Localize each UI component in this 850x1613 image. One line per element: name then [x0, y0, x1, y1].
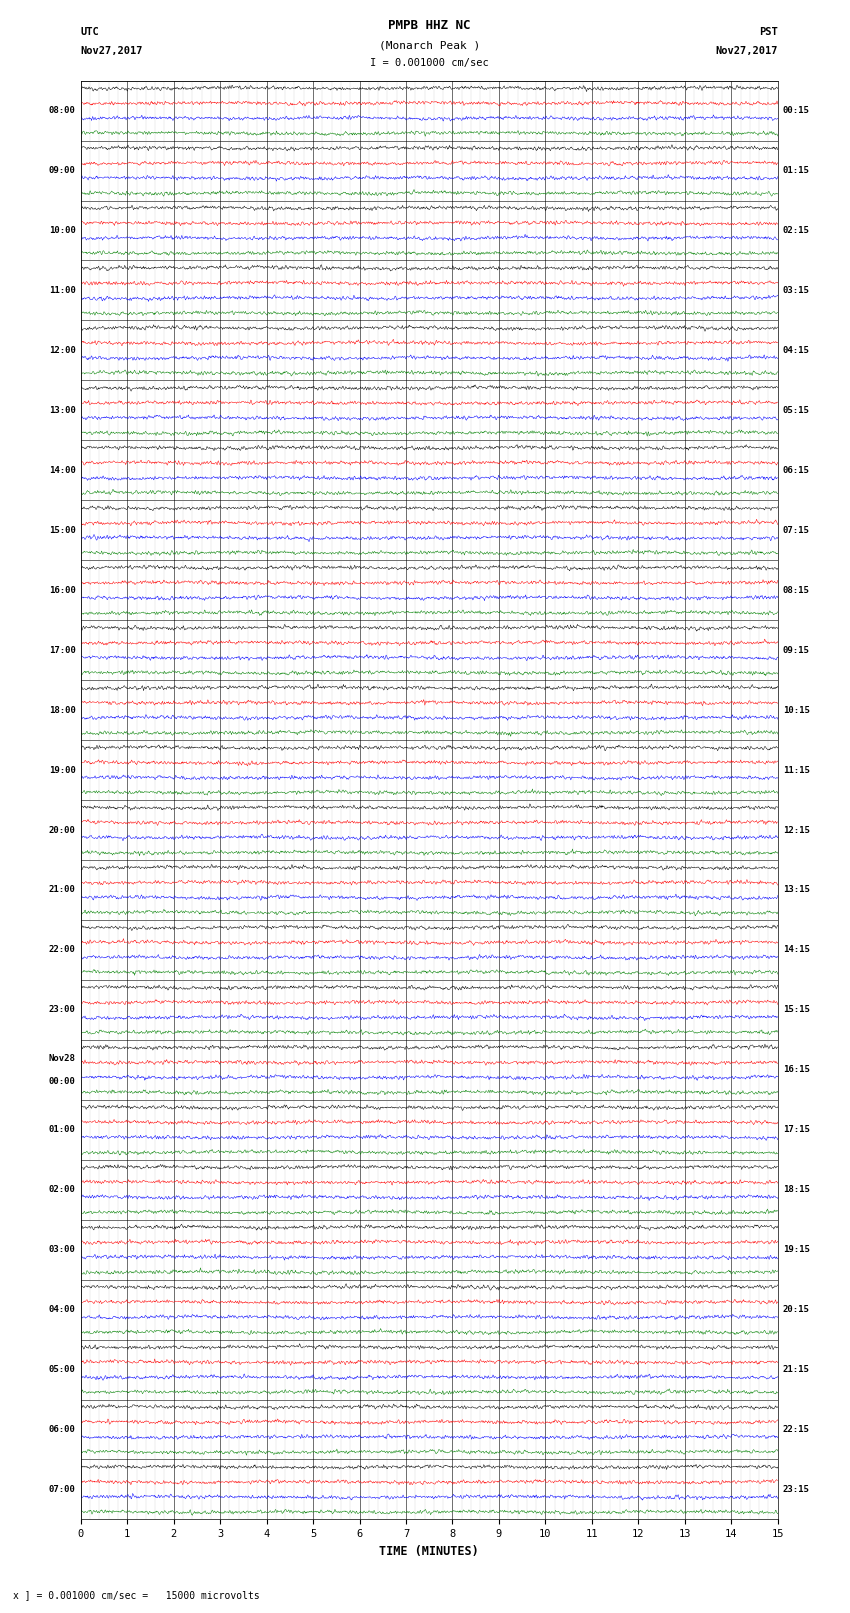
- Text: 23:15: 23:15: [783, 1486, 810, 1494]
- Text: 21:00: 21:00: [48, 886, 76, 895]
- Text: 20:15: 20:15: [783, 1305, 810, 1315]
- Text: 14:00: 14:00: [48, 466, 76, 474]
- Text: 11:15: 11:15: [783, 766, 810, 774]
- Text: Nov27,2017: Nov27,2017: [715, 47, 778, 56]
- Text: 04:00: 04:00: [48, 1305, 76, 1315]
- Text: UTC: UTC: [81, 27, 99, 37]
- Text: 15:00: 15:00: [48, 526, 76, 536]
- Text: 16:00: 16:00: [48, 586, 76, 595]
- Text: 19:15: 19:15: [783, 1245, 810, 1255]
- Text: 10:15: 10:15: [783, 705, 810, 715]
- Text: 04:15: 04:15: [783, 345, 810, 355]
- Text: 12:15: 12:15: [783, 826, 810, 834]
- Text: 13:00: 13:00: [48, 406, 76, 415]
- Text: 14:15: 14:15: [783, 945, 810, 955]
- Text: 23:00: 23:00: [48, 1005, 76, 1015]
- Text: 05:15: 05:15: [783, 406, 810, 415]
- Text: 06:00: 06:00: [48, 1424, 76, 1434]
- Text: 19:00: 19:00: [48, 766, 76, 774]
- Text: 13:15: 13:15: [783, 886, 810, 895]
- Text: 22:00: 22:00: [48, 945, 76, 955]
- Text: 01:15: 01:15: [783, 166, 810, 176]
- Text: 06:15: 06:15: [783, 466, 810, 474]
- Text: x ] = 0.001000 cm/sec =   15000 microvolts: x ] = 0.001000 cm/sec = 15000 microvolts: [13, 1590, 259, 1600]
- X-axis label: TIME (MINUTES): TIME (MINUTES): [379, 1545, 479, 1558]
- Text: 03:15: 03:15: [783, 286, 810, 295]
- Text: 10:00: 10:00: [48, 226, 76, 235]
- Text: 07:15: 07:15: [783, 526, 810, 536]
- Text: 09:00: 09:00: [48, 166, 76, 176]
- Text: 21:15: 21:15: [783, 1365, 810, 1374]
- Text: (Monarch Peak ): (Monarch Peak ): [378, 40, 480, 50]
- Text: 08:00: 08:00: [48, 106, 76, 115]
- Text: 17:15: 17:15: [783, 1126, 810, 1134]
- Text: 20:00: 20:00: [48, 826, 76, 834]
- Text: 17:00: 17:00: [48, 645, 76, 655]
- Text: PMPB HHZ NC: PMPB HHZ NC: [388, 19, 471, 32]
- Text: 00:15: 00:15: [783, 106, 810, 115]
- Text: PST: PST: [759, 27, 778, 37]
- Text: 12:00: 12:00: [48, 345, 76, 355]
- Text: Nov27,2017: Nov27,2017: [81, 47, 144, 56]
- Text: 09:15: 09:15: [783, 645, 810, 655]
- Text: 02:00: 02:00: [48, 1186, 76, 1194]
- Text: 18:00: 18:00: [48, 705, 76, 715]
- Text: I = 0.001000 cm/sec: I = 0.001000 cm/sec: [370, 58, 489, 68]
- Text: 01:00: 01:00: [48, 1126, 76, 1134]
- Text: 07:00: 07:00: [48, 1486, 76, 1494]
- Text: 22:15: 22:15: [783, 1424, 810, 1434]
- Text: 00:00: 00:00: [48, 1077, 76, 1086]
- Text: 03:00: 03:00: [48, 1245, 76, 1255]
- Text: 18:15: 18:15: [783, 1186, 810, 1194]
- Text: Nov28: Nov28: [48, 1053, 76, 1063]
- Text: 15:15: 15:15: [783, 1005, 810, 1015]
- Text: 08:15: 08:15: [783, 586, 810, 595]
- Text: 16:15: 16:15: [783, 1065, 810, 1074]
- Text: 05:00: 05:00: [48, 1365, 76, 1374]
- Text: 11:00: 11:00: [48, 286, 76, 295]
- Text: 02:15: 02:15: [783, 226, 810, 235]
